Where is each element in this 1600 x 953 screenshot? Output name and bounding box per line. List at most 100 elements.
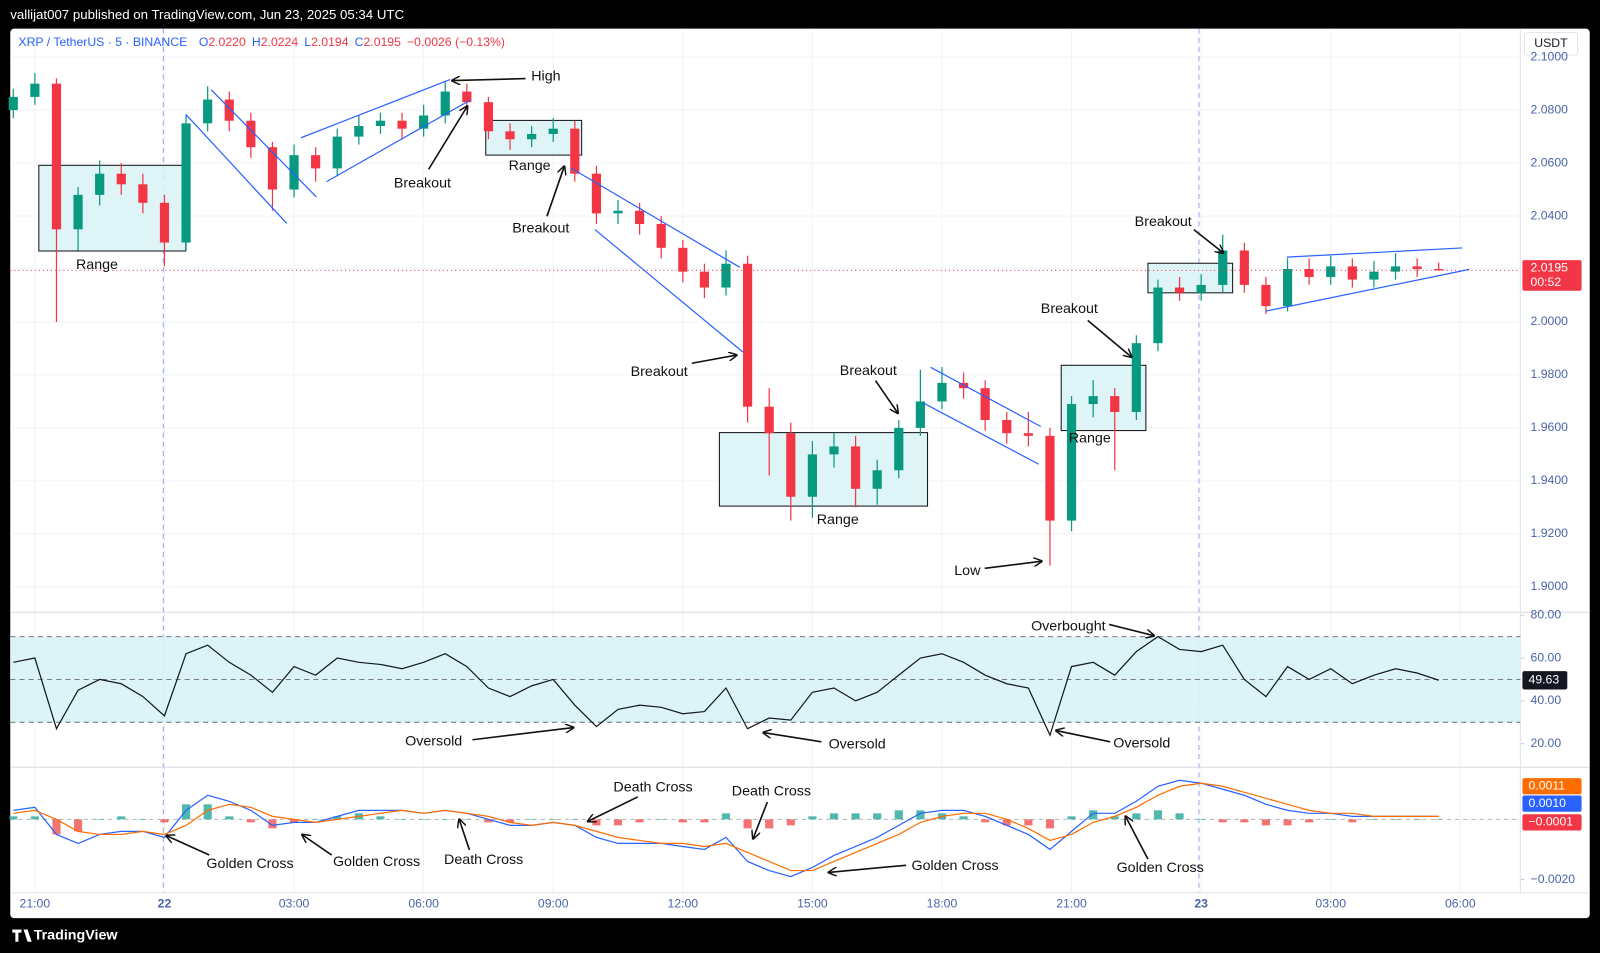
histogram-bar xyxy=(613,819,623,826)
histogram-bar xyxy=(700,819,709,823)
histogram-bar xyxy=(95,819,104,820)
trend-line xyxy=(210,89,317,198)
candle-body xyxy=(1326,266,1336,277)
band-layer xyxy=(10,636,1521,820)
annotation: Death Cross xyxy=(444,852,523,868)
histogram-bar xyxy=(419,819,428,820)
candle-body xyxy=(375,120,386,127)
y-tick-label: 1.9600 xyxy=(1531,420,1569,434)
footer-brand: TradingView xyxy=(34,927,119,943)
candle-body xyxy=(527,133,537,140)
annotation: Oversold xyxy=(1113,736,1170,752)
candle-body xyxy=(1261,284,1271,307)
candle-body xyxy=(267,147,278,190)
arrow xyxy=(763,733,822,743)
footer-bar xyxy=(0,918,1600,953)
histogram-bar xyxy=(1369,819,1379,820)
unit-box xyxy=(1523,32,1579,56)
arrow xyxy=(472,728,573,741)
candle-body xyxy=(505,131,515,140)
x-tick-label: 21:00 xyxy=(20,896,51,910)
trend-line xyxy=(571,167,741,268)
candle-body xyxy=(73,194,83,230)
candle-body xyxy=(915,401,925,428)
y-tick-label: 1.9800 xyxy=(1531,367,1569,381)
histogram-bar xyxy=(1326,819,1335,820)
x-tick-label: 09:00 xyxy=(538,896,569,910)
arrow xyxy=(874,380,898,414)
annotation: Death Cross xyxy=(613,779,692,795)
histogram-bar xyxy=(397,819,407,820)
candle-body xyxy=(786,433,796,497)
candle-body xyxy=(1239,250,1249,285)
candle-body xyxy=(1369,271,1379,280)
arrow xyxy=(1108,623,1154,635)
histogram-bar xyxy=(829,813,839,820)
candle-body xyxy=(937,382,947,402)
candle-body xyxy=(591,173,602,214)
annotation: Low xyxy=(954,563,981,579)
y-tick-label: 2.0400 xyxy=(1531,208,1569,222)
trend-line xyxy=(1286,247,1463,258)
x-tick-label: 21:00 xyxy=(1056,896,1087,910)
y-tick-label: 20.00 xyxy=(1531,736,1562,750)
annotation: Golden Cross xyxy=(333,854,420,870)
candle-body xyxy=(635,210,645,224)
candle-body xyxy=(850,446,861,489)
annotation: Breakout xyxy=(840,363,897,379)
annotation: Range xyxy=(1069,431,1111,447)
scale-label-box xyxy=(1522,814,1582,831)
candle-body xyxy=(743,263,753,407)
candle-body xyxy=(51,83,62,230)
candle-body xyxy=(721,263,731,288)
arrow xyxy=(166,836,210,856)
histogram-bar xyxy=(678,819,687,823)
candle-body xyxy=(699,271,709,288)
x-tick-label: 22 xyxy=(158,896,172,910)
trend-line xyxy=(923,402,1040,465)
candle-body xyxy=(1174,287,1185,293)
annotation: Death Cross xyxy=(732,784,811,800)
legend-key: H xyxy=(252,35,261,49)
histogram-bar xyxy=(73,819,83,832)
mark-layer xyxy=(8,73,1521,878)
arrow xyxy=(427,106,468,170)
histogram-bar xyxy=(1197,819,1206,820)
legend-value: 2.0220 xyxy=(208,35,246,49)
candle-body xyxy=(419,115,429,129)
x-tick-label: 03:00 xyxy=(279,896,310,910)
annotation: Overbought xyxy=(1031,618,1106,634)
annotation: Golden Cross xyxy=(206,856,293,872)
legend-key: L xyxy=(304,35,311,49)
candle-body xyxy=(483,102,494,132)
candle-body xyxy=(138,184,148,203)
annotation: Range xyxy=(509,158,551,174)
histogram-bar xyxy=(333,816,342,820)
annotation: Range xyxy=(76,257,118,273)
trend-line xyxy=(594,229,744,353)
histogram-bar xyxy=(181,804,191,820)
legend-change: −0.0026 (−0.13%) xyxy=(407,35,505,49)
legend: XRP / TetherUS · 5 · BINANCE O2.0220 H2.0… xyxy=(18,35,505,49)
histogram-bar xyxy=(52,819,61,835)
histogram-bar xyxy=(289,819,299,823)
annotation: Golden Cross xyxy=(911,858,998,874)
candle-body xyxy=(980,388,990,420)
x-tick-label: 03:00 xyxy=(1315,896,1346,910)
histogram-bar xyxy=(1305,819,1314,823)
annotation: Breakout xyxy=(1041,301,1098,317)
candle-body xyxy=(656,223,666,248)
arrow xyxy=(753,801,769,839)
x-tick-label: 23 xyxy=(1194,896,1208,910)
arrow xyxy=(452,79,526,81)
arrow xyxy=(1087,319,1132,357)
y-tick-label: 2.0000 xyxy=(1531,314,1569,328)
candle-body xyxy=(829,446,839,455)
candle-body xyxy=(1153,287,1163,344)
candle-body xyxy=(8,96,18,111)
trend-line xyxy=(1265,268,1470,312)
candle-body xyxy=(872,470,882,489)
histogram-bar xyxy=(1153,810,1163,820)
histogram-bar xyxy=(311,819,320,820)
